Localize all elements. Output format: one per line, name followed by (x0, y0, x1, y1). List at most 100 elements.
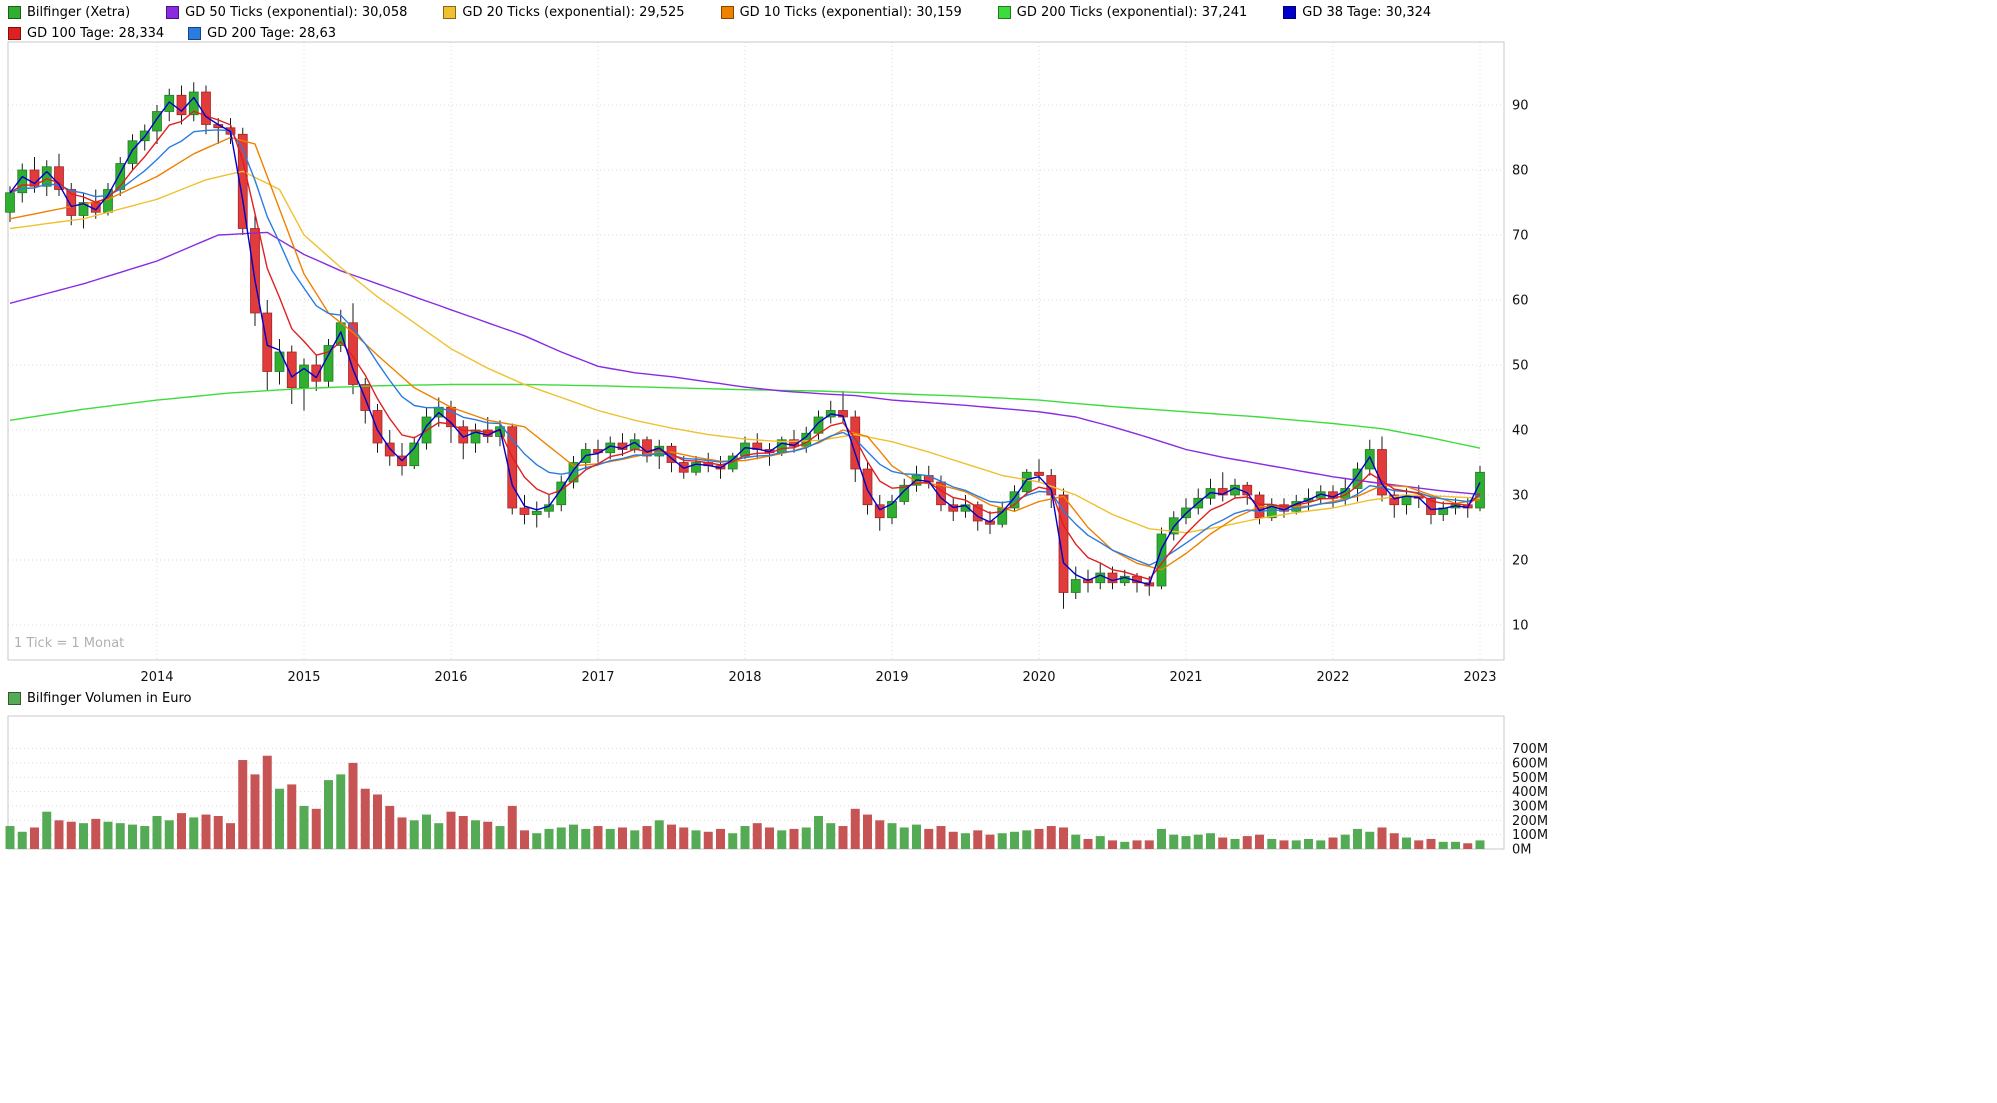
volume-axis-label: 600M (1512, 756, 1548, 771)
volume-bar (961, 833, 970, 849)
volume-bar (1377, 827, 1387, 849)
volume-bar (728, 833, 738, 849)
volume-bar (789, 828, 799, 849)
volume-bar (948, 831, 958, 849)
volume-bar (899, 827, 909, 849)
volume-bar (79, 823, 88, 849)
volume-bar (569, 824, 578, 849)
legend-label: Bilfinger Volumen in Euro (27, 691, 192, 706)
candle-body (66, 189, 77, 216)
ma-line-gd50-ticks (9, 231, 1481, 496)
candle-body (1034, 471, 1044, 476)
candle-body (960, 504, 971, 512)
legend-item: GD 200 Tage: 28,63 (188, 26, 336, 41)
price-axis-label: 10 (1512, 619, 1529, 634)
candle-body (323, 345, 334, 382)
year-axis-label: 2015 (287, 670, 320, 685)
volume-bar (434, 823, 444, 849)
volume-bar (1157, 828, 1166, 849)
volume-bar (838, 826, 848, 849)
volume-bar (360, 788, 370, 849)
volume-bar (642, 826, 652, 849)
volume-bar (250, 774, 260, 849)
legend-label: GD 20 Ticks (exponential): 29,525 (462, 5, 685, 20)
legend-label: GD 100 Tage: 28,334 (27, 26, 165, 41)
legend-item: GD 20 Ticks (exponential): 29,525 (443, 5, 685, 20)
volume-bar (826, 823, 836, 849)
volume-bar (1083, 838, 1093, 849)
volume-bar (1022, 830, 1032, 849)
year-axis-label: 2023 (1463, 670, 1496, 685)
volume-bar (91, 818, 101, 849)
volume-bar (373, 794, 382, 849)
year-axis-label: 2022 (1316, 670, 1349, 685)
volume-axis-label: 700M (1512, 742, 1548, 757)
volume-bar (630, 830, 640, 849)
price-axis-label: 60 (1512, 294, 1529, 309)
candle-body (409, 442, 420, 467)
legend-item: GD 100 Tage: 28,334 (8, 26, 164, 41)
volume-bar (189, 817, 199, 849)
candle-body (372, 410, 383, 444)
volume-bar (422, 814, 431, 849)
volume-bar (1046, 826, 1056, 849)
volume-bar (752, 823, 762, 849)
legend-label: GD 200 Ticks (exponential): 37,241 (1016, 5, 1248, 20)
candle-body (5, 192, 15, 213)
volume-bar (1365, 831, 1375, 849)
candle-body (176, 94, 187, 116)
volume-bar (924, 828, 934, 849)
price-axis-label: 90 (1512, 99, 1529, 114)
volume-bar (1242, 836, 1252, 849)
volume-bar (1181, 836, 1191, 849)
volume-bar (495, 826, 505, 849)
volume-bar (1279, 840, 1289, 849)
ma-line-gd200-tage (9, 129, 1481, 566)
volume-bar (581, 828, 591, 849)
volume-bar (1475, 840, 1485, 849)
legend-swatch-icon (443, 6, 457, 19)
volume-bar (1267, 838, 1277, 849)
volume-bar (520, 830, 529, 849)
year-axis-label: 2014 (140, 670, 173, 685)
legend-label: GD 38 Tage: 30,324 (1302, 5, 1432, 20)
volume-bar (1120, 841, 1130, 849)
volume-bar (593, 826, 603, 849)
candle-body (127, 140, 138, 164)
candle-body (519, 507, 530, 515)
volume-gridlines (8, 748, 1504, 836)
candle-body (17, 169, 28, 194)
legend-item: GD 50 Ticks (exponential): 30,058 (166, 5, 407, 20)
volume-bar (299, 805, 309, 849)
volume-bar (103, 821, 113, 849)
legend-item: Bilfinger Volumen in Euro (8, 691, 191, 706)
volume-bar (654, 820, 664, 849)
candle-body (531, 510, 542, 515)
volume-bar (275, 788, 284, 849)
volume-bar (667, 824, 676, 849)
volume-bar (66, 821, 76, 849)
volume-bar (973, 830, 983, 849)
volume-bar (1218, 837, 1228, 849)
legend-swatch-icon (997, 6, 1011, 19)
volume-bar (54, 820, 64, 849)
volume-axis-label: 300M (1512, 799, 1548, 814)
volume-bar (912, 824, 921, 849)
volume-bar (679, 827, 689, 849)
price-legend-row-1: Bilfinger (Xetra) GD 50 Ticks (exponentia… (8, 5, 1431, 20)
volume-bar (348, 762, 358, 849)
candle-body (250, 228, 260, 314)
candle-body (862, 468, 873, 506)
candle-body (1083, 579, 1093, 584)
volume-bar (887, 823, 897, 849)
volume-bar (777, 830, 787, 849)
volume-bar (1304, 838, 1313, 849)
volume-bar (385, 805, 395, 849)
volume-bar (42, 811, 52, 849)
volume-bar (1291, 840, 1301, 849)
legend-swatch-icon (166, 6, 180, 19)
volume-bar (1316, 840, 1326, 849)
volume-bar (471, 820, 480, 849)
volume-bar (740, 826, 750, 849)
